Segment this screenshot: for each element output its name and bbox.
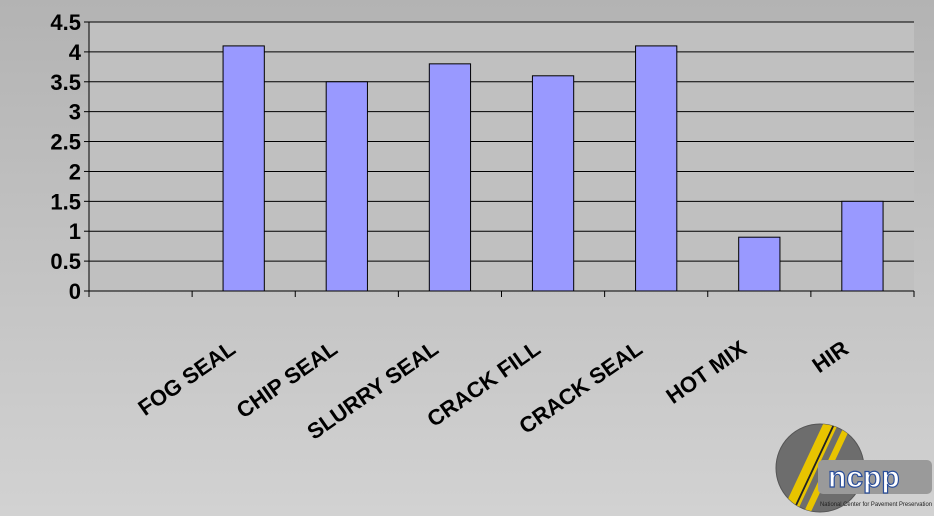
bar — [841, 200, 884, 292]
y-tick-label: 1.5 — [50, 189, 81, 214]
x-category-label: FOG SEAL — [133, 336, 239, 421]
bar — [222, 45, 265, 292]
x-category-label: HIR — [807, 336, 852, 378]
ncpp-logo-icon: ncpp National Center for Pavement Preser… — [775, 423, 933, 513]
bar — [531, 75, 575, 292]
logo-text: ncpp — [828, 461, 900, 494]
y-tick-label: 2.5 — [50, 130, 81, 155]
plot-area — [89, 22, 914, 291]
x-category-label: HOT MIX — [661, 335, 751, 408]
y-tick-label: 2 — [69, 159, 81, 184]
y-tick-label: 0 — [69, 279, 81, 304]
bar — [428, 63, 472, 292]
y-tick-label: 0.5 — [50, 249, 81, 274]
bar — [738, 236, 781, 292]
y-tick-label: 3 — [69, 100, 81, 125]
bar — [635, 45, 678, 292]
bar — [325, 81, 368, 292]
y-tick-label: 3.5 — [50, 70, 81, 95]
y-tick-label: 4.5 — [50, 10, 81, 35]
y-tick-label: 1 — [69, 219, 81, 244]
logo-subtext: National Center for Pavement Preservatio… — [820, 501, 933, 508]
y-tick-label: 4 — [69, 40, 82, 65]
